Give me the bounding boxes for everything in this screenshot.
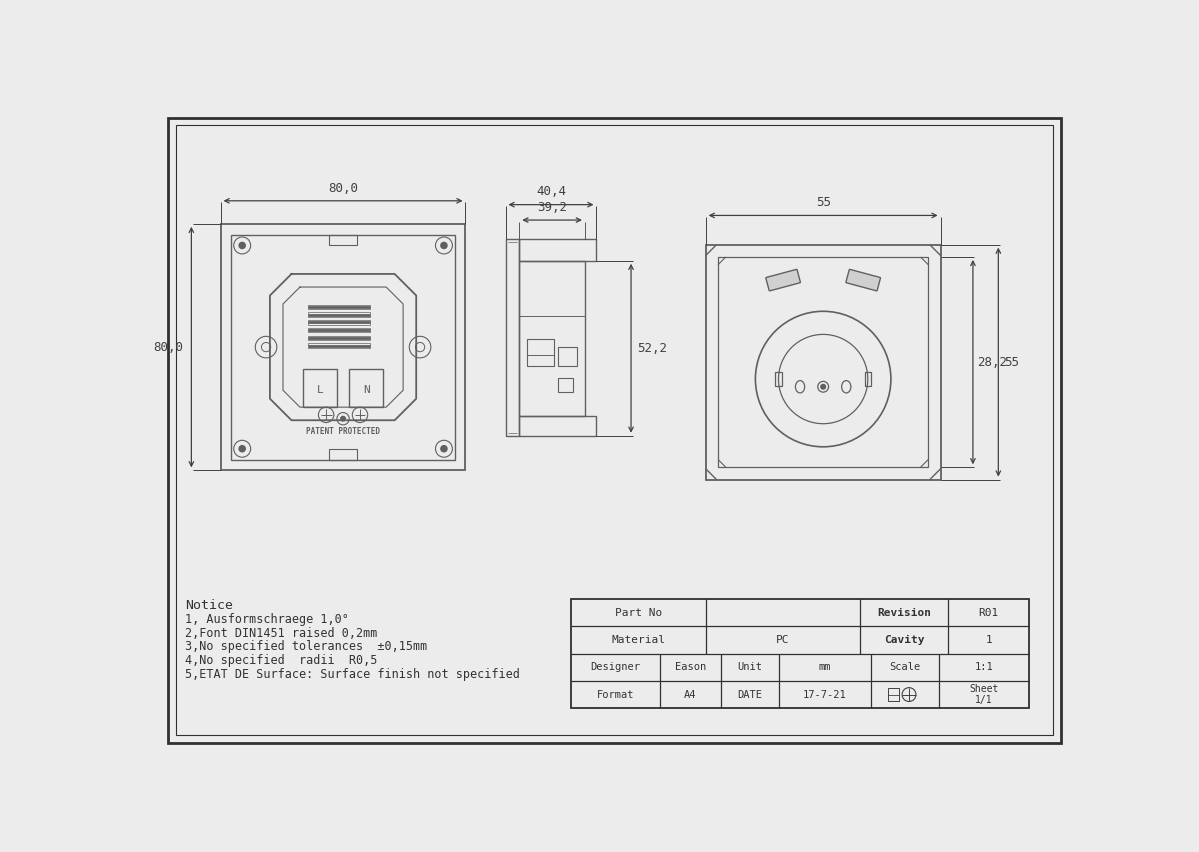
Text: Eason: Eason (675, 662, 706, 672)
Text: 55: 55 (1005, 355, 1019, 369)
Bar (519, 261, 585, 417)
Text: 2,Font DIN1451 raised 0,2mm: 2,Font DIN1451 raised 0,2mm (185, 626, 378, 640)
Circle shape (239, 242, 246, 249)
Circle shape (341, 417, 345, 421)
Text: 4,No specified  radii  R0,5: 4,No specified radii R0,5 (185, 654, 378, 667)
Bar (303, 369, 337, 407)
Text: mm: mm (819, 662, 831, 672)
Text: 1: 1 (986, 635, 992, 645)
Bar (571, 599, 1029, 708)
Text: 52,2: 52,2 (637, 342, 667, 354)
Bar (506, 239, 519, 435)
Circle shape (821, 384, 825, 389)
Text: 80,0: 80,0 (329, 181, 359, 194)
Text: L: L (317, 385, 324, 395)
Bar (330, 449, 357, 459)
Text: Unit: Unit (737, 662, 763, 672)
Text: 55: 55 (815, 196, 831, 210)
Bar (308, 328, 370, 332)
Bar (706, 245, 940, 480)
Bar (308, 343, 370, 348)
Bar (349, 369, 384, 407)
Bar (888, 688, 899, 700)
Text: 1, Ausformschraege 1,0°: 1, Ausformschraege 1,0° (185, 613, 349, 625)
Text: Scale: Scale (890, 662, 921, 672)
Circle shape (441, 446, 447, 452)
Text: 40,4: 40,4 (536, 186, 566, 199)
Text: Designer: Designer (590, 662, 640, 672)
Text: 5,ETAT DE Surface: Surface finish not specified: 5,ETAT DE Surface: Surface finish not sp… (185, 668, 520, 682)
Text: DATE: DATE (737, 689, 763, 699)
Text: Notice: Notice (185, 599, 234, 612)
Circle shape (441, 242, 447, 249)
Bar (528, 339, 554, 366)
Bar (558, 347, 577, 366)
Text: PATENT PROTECTED: PATENT PROTECTED (306, 428, 380, 436)
Bar (221, 224, 465, 470)
Bar (308, 320, 370, 325)
Text: PC: PC (776, 635, 789, 645)
Text: Part No: Part No (615, 607, 662, 618)
Bar (519, 239, 596, 261)
Text: Sheet
1/1: Sheet 1/1 (970, 684, 999, 705)
Bar (519, 417, 596, 435)
Text: Material: Material (611, 635, 665, 645)
Bar (864, 372, 870, 386)
Text: N: N (363, 385, 369, 395)
Bar (308, 313, 370, 317)
Text: 3,No specified tolerances  ±0,15mm: 3,No specified tolerances ±0,15mm (185, 641, 428, 653)
Text: 39,2: 39,2 (537, 201, 567, 214)
Bar (330, 234, 357, 245)
FancyBboxPatch shape (766, 269, 801, 291)
Text: 1:1: 1:1 (975, 662, 994, 672)
Bar (558, 378, 573, 392)
Text: Revision: Revision (876, 607, 930, 618)
Bar (776, 372, 782, 386)
Bar (308, 305, 370, 309)
Ellipse shape (842, 381, 851, 393)
Bar (231, 234, 454, 459)
Text: 80,0: 80,0 (153, 341, 183, 354)
Bar (718, 257, 928, 467)
Text: Cavity: Cavity (884, 635, 924, 645)
FancyBboxPatch shape (846, 269, 880, 291)
Ellipse shape (795, 381, 805, 393)
Text: R01: R01 (978, 607, 999, 618)
Text: A4: A4 (685, 689, 697, 699)
Bar (308, 336, 370, 340)
Circle shape (239, 446, 246, 452)
Text: 28,2: 28,2 (977, 355, 1007, 369)
Text: Format: Format (597, 689, 634, 699)
Text: 17-7-21: 17-7-21 (803, 689, 846, 699)
